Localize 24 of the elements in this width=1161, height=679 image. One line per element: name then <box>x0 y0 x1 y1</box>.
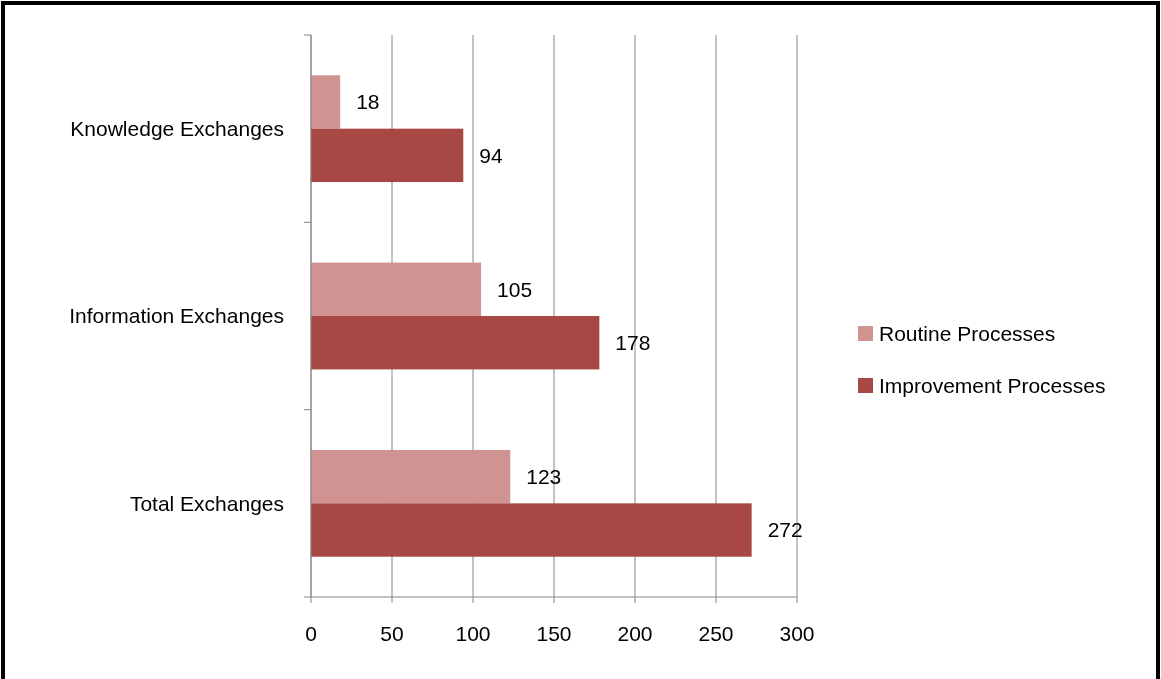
data-label: 105 <box>497 277 533 301</box>
bar <box>311 128 464 183</box>
bar <box>311 316 600 370</box>
y-tick-label: Knowledge Exchanges <box>70 117 284 141</box>
legend-label: Routine Processes <box>879 322 1056 346</box>
bar <box>311 75 341 129</box>
legend-label: Improvement Processes <box>879 374 1106 398</box>
x-tick-label: 250 <box>698 622 734 645</box>
data-label: 178 <box>615 331 651 355</box>
x-tick-label: 200 <box>617 622 653 645</box>
bar <box>311 503 752 557</box>
y-tick-label: Total Exchanges <box>129 491 284 515</box>
data-label: 94 <box>479 143 503 167</box>
data-label: 123 <box>526 464 562 488</box>
x-tick-label: 150 <box>536 622 572 645</box>
x-tick-label: 300 <box>779 622 815 645</box>
y-tick-label: Information Exchanges <box>69 304 284 328</box>
data-label: 18 <box>356 90 380 114</box>
bar <box>311 262 482 316</box>
data-label: 272 <box>767 518 803 542</box>
bar <box>311 449 511 504</box>
x-tick-label: 100 <box>455 622 491 645</box>
x-tick-label: 50 <box>380 622 404 645</box>
x-tick-label: 0 <box>305 622 317 645</box>
